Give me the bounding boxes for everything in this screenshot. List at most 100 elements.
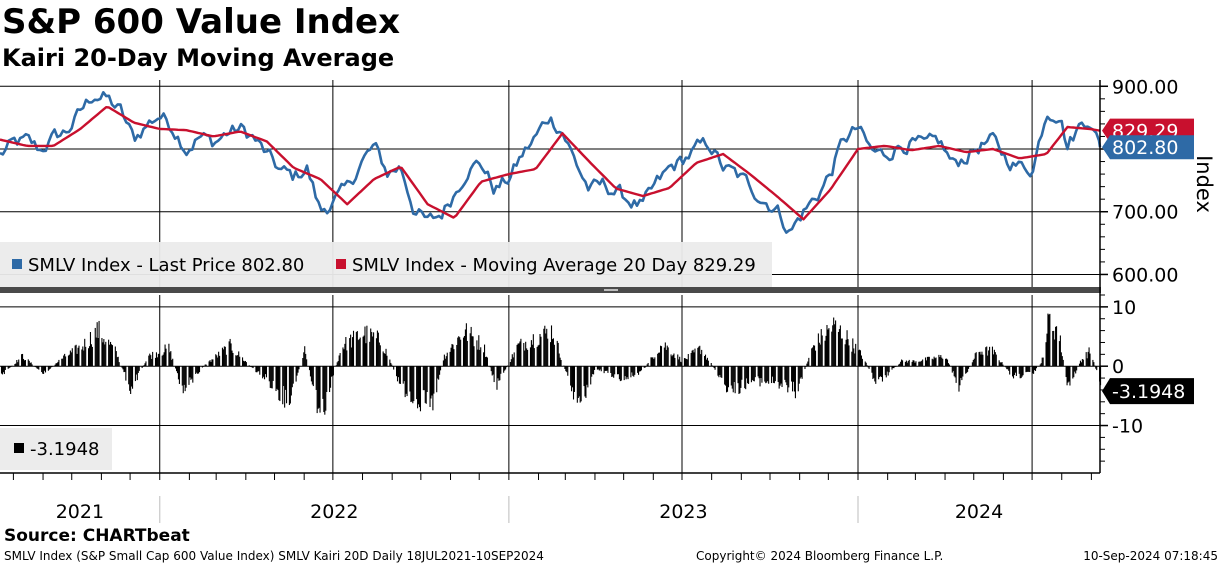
kairi-bar <box>279 366 281 402</box>
kairi-bar <box>808 357 810 367</box>
kairi-bar <box>464 329 466 367</box>
kairi-bar <box>122 366 124 370</box>
kairi-bar <box>740 366 742 388</box>
kairi-bar <box>927 356 929 367</box>
kairi-bar <box>572 366 574 388</box>
kairi-bar <box>691 350 693 367</box>
kairi-bar <box>305 353 307 367</box>
kairi-bar <box>968 366 971 367</box>
kairi-bar <box>130 366 132 394</box>
kairi-bar <box>1065 366 1067 378</box>
kairi-bar <box>800 366 802 378</box>
kairi-bar <box>457 337 459 367</box>
kairi-bar <box>794 366 796 399</box>
kairi-bar <box>953 366 955 377</box>
kairi-bar <box>115 351 117 367</box>
kairi-bar <box>1015 366 1017 376</box>
kairi-bar <box>48 366 50 370</box>
kairi-bar <box>117 356 119 367</box>
kairi-bar <box>64 353 66 367</box>
kairi-bar <box>690 353 692 367</box>
kairi-bar <box>858 350 860 367</box>
kairi-bar <box>276 366 278 389</box>
kairi-bar <box>697 347 699 367</box>
kairi-bar <box>572 366 575 400</box>
kairi-bar <box>841 338 843 367</box>
kairi-bar <box>278 366 280 401</box>
kairi-bar <box>205 364 207 367</box>
kairi-bar <box>292 366 294 384</box>
source-note: Source: CHARTbeat <box>4 526 190 546</box>
kairi-bar <box>839 325 841 367</box>
kairi-bar <box>512 357 514 367</box>
kairi-bar <box>587 366 589 388</box>
kairi-bar <box>1096 366 1098 371</box>
kairi-bar <box>692 349 694 367</box>
kairi-bar <box>170 351 172 367</box>
kairi-bar <box>491 366 493 376</box>
kairi-bar <box>96 322 98 367</box>
kairi-bar <box>804 366 806 370</box>
kairi-bar <box>342 347 344 367</box>
kairi-bar <box>71 348 73 367</box>
kairi-bar <box>204 364 206 367</box>
kairi-bar <box>590 366 592 385</box>
kairi-bar <box>1085 352 1087 367</box>
kairi-bar <box>299 365 301 367</box>
kairi-bar <box>951 366 953 373</box>
kairi-bar <box>68 354 70 367</box>
kairi-bar <box>938 354 940 367</box>
kairi-bar <box>1034 366 1036 371</box>
kairi-bar <box>216 355 218 367</box>
kairi-bar <box>376 330 378 367</box>
kairi-bar <box>1040 363 1042 367</box>
kairi-bar <box>880 366 882 377</box>
kairi-bar <box>176 366 178 372</box>
kairi-bar <box>799 366 801 379</box>
kairi-bar <box>69 350 71 367</box>
kairi-bar <box>232 352 234 367</box>
kairi-bar <box>818 342 820 367</box>
kairi-bar <box>158 353 160 367</box>
kairi-bar <box>1080 362 1082 367</box>
kairi-bar <box>123 366 125 373</box>
kairi-bar <box>530 340 532 367</box>
kairi-bar <box>47 366 49 371</box>
kairi-bar <box>51 366 53 367</box>
kairi-bar <box>425 366 427 404</box>
kairi-bar <box>520 338 522 367</box>
kairi-bar <box>304 346 306 367</box>
ma-legend-swatch <box>336 259 346 269</box>
kairi-bar <box>212 359 214 367</box>
kairi-bar <box>403 366 405 382</box>
kairi-bar <box>958 366 960 392</box>
kairi-bar <box>303 352 305 367</box>
kairi-bar <box>16 360 18 367</box>
kairi-bar <box>239 356 241 367</box>
kairi-bar <box>567 366 569 376</box>
kairi-bar <box>228 341 230 367</box>
kairi-bar <box>1075 366 1077 374</box>
kairi-bar <box>203 365 205 367</box>
kairi-bar <box>693 352 695 367</box>
kairi-bar <box>416 366 418 400</box>
kairi-bar <box>162 354 164 367</box>
kairi-bar <box>1034 366 1037 371</box>
kairi-bar <box>551 339 554 367</box>
kairi-bar <box>766 366 768 383</box>
kairi-bar <box>926 356 928 367</box>
kairi-bar <box>499 366 501 381</box>
kairi-bar <box>1058 341 1060 367</box>
kairi-bar <box>37 366 39 369</box>
kairi-bar <box>533 348 535 367</box>
kairi-bar <box>851 351 853 367</box>
kairi-bar <box>598 366 600 371</box>
kairi-bar <box>834 324 836 367</box>
kairi-bar <box>1022 366 1024 376</box>
moving-average-line <box>0 105 1101 221</box>
kairi-bar <box>831 331 833 367</box>
kairi-bar <box>998 360 1000 367</box>
kairi-bar <box>613 366 615 378</box>
kairi-bar <box>912 360 914 367</box>
kairi-bar <box>84 338 86 367</box>
